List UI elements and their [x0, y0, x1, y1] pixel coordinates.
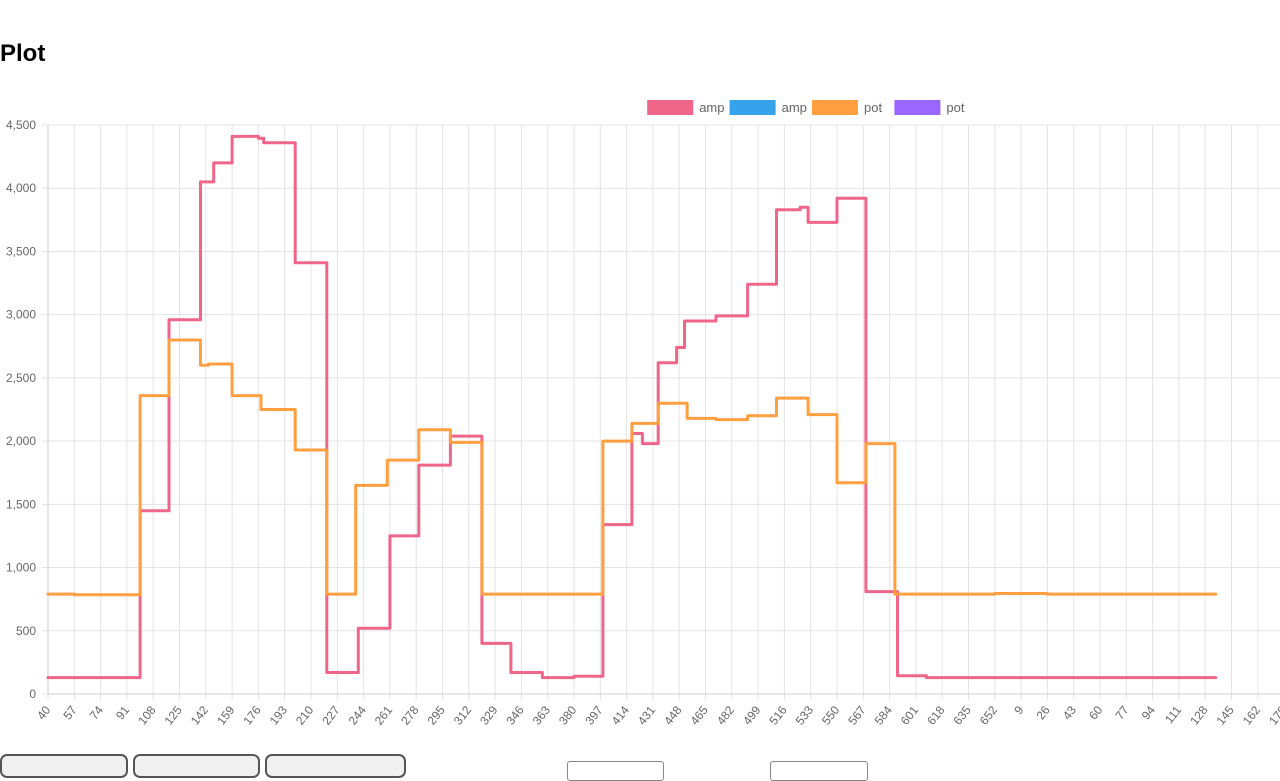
chart-grid — [42, 124, 1280, 700]
legend-item-2[interactable]: pot — [812, 100, 882, 115]
y-tick-label: 500 — [16, 624, 36, 638]
bottom-field-2[interactable] — [770, 761, 868, 781]
x-tick-label: 312 — [451, 703, 475, 728]
x-tick-label: 295 — [424, 703, 448, 728]
x-tick-label: 193 — [267, 703, 291, 728]
x-tick-label: 261 — [372, 703, 396, 728]
x-tick-label: 533 — [793, 703, 817, 728]
legend-label: pot — [864, 100, 882, 115]
x-tick-label: 601 — [898, 703, 922, 728]
x-tick-label: 179 — [1266, 703, 1280, 728]
x-tick-label: 210 — [293, 703, 317, 728]
x-tick-label: 159 — [214, 703, 238, 728]
x-tick-label: 111 — [1162, 703, 1184, 726]
line-chart: 0 500 1,000 1,500 2,000 2,500 3,000 3,500 4,000 4… — [6, 100, 1280, 728]
x-tick-label: 94 — [1139, 703, 1158, 722]
bottom-button-3[interactable] — [265, 754, 406, 778]
x-tick-label: 499 — [740, 703, 764, 728]
x-tick-label: 414 — [609, 703, 633, 728]
y-tick-label: 1,000 — [6, 561, 36, 575]
x-tick-label: 142 — [188, 703, 212, 728]
x-tick-label: 162 — [1240, 703, 1264, 728]
x-tick-label: 516 — [766, 703, 790, 728]
bottom-button-2[interactable] — [133, 754, 260, 778]
x-tick-label: 176 — [240, 703, 264, 728]
legend-item-0[interactable]: amp — [647, 100, 724, 115]
y-tick-label: 4,500 — [6, 118, 36, 132]
x-tick-label: 346 — [503, 703, 527, 728]
y-tick-label: 1,500 — [6, 497, 36, 511]
x-tick-label: 125 — [161, 703, 185, 728]
x-tick-label: 448 — [661, 703, 685, 728]
x-tick-label: 431 — [635, 703, 659, 728]
bottom-field-1[interactable] — [567, 761, 664, 781]
x-tick-label: 9 — [1011, 703, 1026, 717]
x-tick-label: 145 — [1213, 703, 1237, 728]
x-tick-label: 482 — [714, 703, 738, 728]
y-tick-label: 2,000 — [6, 434, 36, 448]
series-line-amp-0 — [46, 134, 1218, 680]
x-tick-label: 26 — [1034, 703, 1053, 722]
x-tick-label: 380 — [556, 703, 580, 728]
y-tick-label: 2,500 — [6, 371, 36, 385]
legend-swatch — [894, 100, 941, 115]
y-tick-label: 0 — [29, 687, 36, 701]
legend-label: amp — [699, 100, 724, 115]
x-tick-label: 618 — [924, 703, 948, 728]
y-tick-label: 4,000 — [6, 181, 36, 195]
y-tick-label: 3,000 — [6, 308, 36, 322]
x-tick-label: 329 — [477, 703, 501, 728]
x-tick-label: 108 — [135, 703, 159, 728]
page-title: Plot — [0, 40, 46, 67]
x-tick-label: 278 — [398, 703, 422, 728]
x-tick-label: 77 — [1112, 703, 1131, 722]
series-line-pot-2 — [46, 338, 1218, 597]
legend-swatch — [647, 100, 694, 115]
chart-legend[interactable]: amp amp pot pot — [647, 100, 965, 115]
x-tick-label: 43 — [1060, 703, 1079, 722]
x-tick-label: 57 — [60, 703, 79, 722]
chart-series — [46, 134, 1218, 680]
bottom-button-1[interactable] — [0, 754, 128, 778]
legend-label: pot — [946, 100, 964, 115]
x-tick-label: 91 — [113, 703, 132, 722]
x-tick-label: 363 — [530, 703, 554, 728]
x-tick-label: 244 — [346, 703, 370, 728]
legend-swatch — [812, 100, 858, 115]
x-tick-label: 128 — [1187, 703, 1211, 728]
y-tick-label: 3,500 — [6, 244, 36, 258]
legend-item-3[interactable]: pot — [894, 100, 965, 115]
x-tick-label: 40 — [34, 703, 53, 722]
legend-item-1[interactable]: amp — [729, 100, 807, 115]
x-tick-label: 465 — [687, 703, 711, 728]
x-tick-label: 550 — [819, 703, 843, 728]
x-tick-label: 227 — [319, 703, 343, 728]
x-tick-label: 635 — [950, 703, 974, 728]
x-tick-label: 567 — [845, 703, 869, 728]
x-tick-label: 397 — [582, 703, 606, 728]
x-tick-label: 74 — [87, 703, 106, 722]
x-tick-label: 60 — [1086, 703, 1105, 722]
legend-label: amp — [782, 100, 807, 115]
legend-swatch — [729, 100, 776, 115]
x-tick-label: 652 — [977, 703, 1001, 728]
x-tick-label: 584 — [872, 703, 896, 728]
